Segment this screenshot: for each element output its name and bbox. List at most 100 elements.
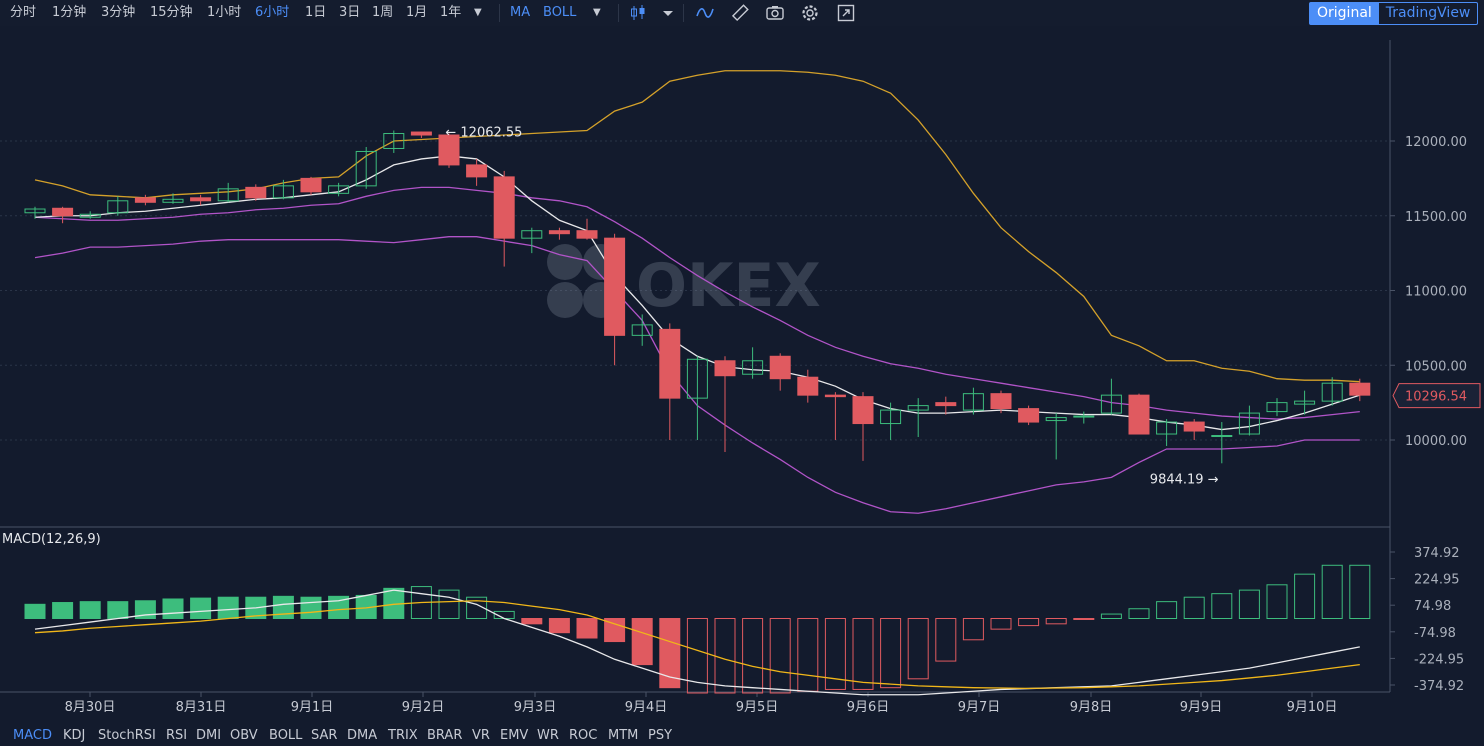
candle-body[interactable] bbox=[272, 185, 294, 199]
period-1[interactable]: 1分钟 bbox=[52, 5, 87, 20]
macd-histogram-bar[interactable] bbox=[797, 618, 819, 692]
candle-body[interactable] bbox=[1156, 421, 1178, 435]
candle-body[interactable] bbox=[52, 207, 74, 217]
macd-histogram-bar[interactable] bbox=[631, 618, 653, 666]
macd-histogram-bar[interactable] bbox=[300, 596, 322, 619]
macd-histogram-bar[interactable] bbox=[714, 618, 736, 694]
candle-body[interactable] bbox=[107, 200, 129, 214]
candle-body[interactable] bbox=[328, 185, 350, 194]
indicator-tab-brar[interactable]: BRAR bbox=[427, 728, 463, 743]
indicator-tab-trix[interactable]: TRIX bbox=[388, 728, 418, 743]
macd-histogram-bar[interactable] bbox=[328, 595, 350, 620]
candle-body[interactable] bbox=[521, 230, 543, 239]
macd-histogram-bar[interactable] bbox=[548, 618, 570, 634]
macd-histogram-bar[interactable] bbox=[24, 603, 46, 619]
period-9[interactable]: 1月 bbox=[406, 5, 428, 20]
period-2[interactable]: 3分钟 bbox=[101, 5, 136, 20]
macd-histogram-bar[interactable] bbox=[769, 618, 791, 694]
period-7[interactable]: 3日 bbox=[339, 5, 361, 20]
candle-body[interactable] bbox=[935, 402, 957, 407]
candle-body[interactable] bbox=[1294, 400, 1316, 405]
indicator-tab-roc[interactable]: ROC bbox=[569, 728, 598, 743]
macd-histogram-bar[interactable] bbox=[162, 598, 184, 620]
macd-histogram-bar[interactable] bbox=[1128, 608, 1150, 619]
macd-histogram-bar[interactable] bbox=[576, 618, 598, 639]
indicator-tab-mtm[interactable]: MTM bbox=[608, 728, 639, 743]
candle-body[interactable] bbox=[1018, 408, 1040, 423]
candle-body[interactable] bbox=[797, 376, 819, 396]
macd-histogram-bar[interactable] bbox=[1100, 613, 1122, 620]
candle-body[interactable] bbox=[990, 393, 1012, 410]
indicator-tab-vr[interactable]: VR bbox=[472, 728, 490, 743]
candle-body[interactable] bbox=[1238, 412, 1260, 435]
macd-histogram-bar[interactable] bbox=[659, 618, 681, 689]
candle-body[interactable] bbox=[190, 197, 212, 202]
candle-body[interactable] bbox=[1321, 382, 1343, 402]
indicator-tab-rsi[interactable]: RSI bbox=[166, 728, 188, 743]
macd-histogram-bar[interactable] bbox=[962, 618, 984, 641]
candle-body[interactable] bbox=[24, 208, 46, 214]
macd-histogram-bar[interactable] bbox=[272, 595, 294, 620]
macd-histogram-bar[interactable] bbox=[190, 597, 212, 619]
indicator-tab-wr[interactable]: WR bbox=[537, 728, 559, 743]
macd-histogram-bar[interactable] bbox=[1073, 618, 1095, 620]
candle-body[interactable] bbox=[79, 213, 101, 218]
period-8[interactable]: 1周 bbox=[372, 5, 394, 20]
candle-body[interactable] bbox=[162, 198, 184, 203]
candle-body[interactable] bbox=[548, 230, 570, 235]
indicator-wave-icon[interactable] bbox=[695, 3, 715, 23]
candle-body[interactable] bbox=[1349, 382, 1371, 396]
candle-body[interactable] bbox=[1045, 417, 1067, 422]
candle-body[interactable] bbox=[1100, 394, 1122, 414]
macd-histogram-bar[interactable] bbox=[1156, 601, 1178, 619]
macd-histogram-bar[interactable] bbox=[521, 618, 543, 625]
candlestick-type-icon[interactable] bbox=[628, 3, 648, 23]
macd-histogram-bar[interactable] bbox=[1266, 584, 1288, 620]
macd-histogram-bar[interactable] bbox=[217, 596, 239, 619]
candle-body[interactable] bbox=[383, 133, 405, 149]
macd-histogram-bar[interactable] bbox=[466, 596, 488, 619]
tradingview-view-button[interactable]: TradingView bbox=[1385, 5, 1471, 21]
macd-histogram-bar[interactable] bbox=[742, 618, 764, 694]
candle-body[interactable] bbox=[604, 237, 626, 336]
candle-body[interactable] bbox=[1073, 415, 1095, 418]
macd-histogram-bar[interactable] bbox=[907, 618, 929, 680]
macd-histogram-bar[interactable] bbox=[1349, 564, 1371, 619]
original-view-button[interactable]: Original bbox=[1310, 3, 1379, 24]
macd-histogram-bar[interactable] bbox=[990, 618, 1012, 630]
indicator-chevron-icon[interactable]: ▼ bbox=[593, 7, 601, 18]
settings-gear-icon[interactable] bbox=[800, 3, 820, 23]
macd-histogram-bar[interactable] bbox=[1045, 618, 1067, 625]
macd-histogram-bar[interactable] bbox=[880, 618, 902, 689]
indicator-tab-dmi[interactable]: DMI bbox=[196, 728, 222, 743]
macd-histogram-bar[interactable] bbox=[1294, 573, 1316, 620]
macd-histogram-bar[interactable] bbox=[107, 601, 129, 619]
candle-body[interactable] bbox=[217, 188, 239, 202]
macd-histogram-bar[interactable] bbox=[935, 618, 957, 662]
macd-histogram-bar[interactable] bbox=[52, 602, 74, 620]
indicator-tab-obv[interactable]: OBV bbox=[230, 728, 258, 743]
indicator-tab-psy[interactable]: PSY bbox=[648, 728, 673, 743]
period-3[interactable]: 15分钟 bbox=[150, 5, 193, 20]
period-0[interactable]: 分时 bbox=[10, 5, 37, 20]
candle-body[interactable] bbox=[824, 394, 846, 398]
candle-body[interactable] bbox=[134, 197, 156, 203]
macd-histogram-bar[interactable] bbox=[438, 589, 460, 619]
indicator-tab-emv[interactable]: EMV bbox=[500, 728, 529, 743]
macd-histogram-bar[interactable] bbox=[1321, 564, 1343, 619]
candle-body[interactable] bbox=[410, 131, 432, 136]
fullscreen-icon[interactable] bbox=[836, 3, 856, 23]
macd-histogram-bar[interactable] bbox=[604, 618, 626, 643]
candle-body[interactable] bbox=[1128, 394, 1150, 435]
indicator-tab-stochrsi[interactable]: StochRSI bbox=[98, 728, 156, 743]
period-4[interactable]: 1小时 bbox=[207, 5, 242, 20]
camera-icon[interactable] bbox=[765, 3, 785, 23]
ma-indicator-button[interactable]: MA bbox=[510, 5, 531, 20]
chart-type-chevron-icon[interactable] bbox=[658, 3, 678, 23]
macd-histogram-bar[interactable] bbox=[824, 618, 846, 690]
candle-body[interactable] bbox=[1183, 421, 1205, 432]
boll-indicator-button[interactable]: BOLL bbox=[543, 5, 577, 20]
ruler-draw-icon[interactable] bbox=[730, 3, 750, 23]
candle-body[interactable] bbox=[576, 230, 598, 239]
